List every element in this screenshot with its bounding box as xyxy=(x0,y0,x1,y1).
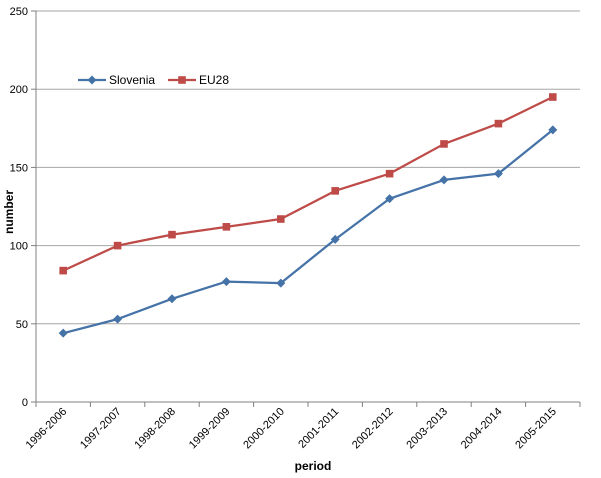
legend-marker-eu28 xyxy=(178,76,186,84)
x-tick-label: 1999-2009 xyxy=(187,406,233,452)
data-point-slovenia xyxy=(493,169,503,179)
legend-label: EU28 xyxy=(199,73,229,87)
series-slovenia xyxy=(58,125,558,338)
legend-item-eu28: EU28 xyxy=(168,73,229,87)
x-axis-title: period xyxy=(295,459,332,473)
series-line-slovenia xyxy=(62,128,554,335)
data-point-slovenia xyxy=(58,328,68,338)
data-point-eu28 xyxy=(168,230,176,239)
data-point-slovenia xyxy=(167,294,177,304)
x-tick-label: 1996-2006 xyxy=(24,406,70,452)
y-axis-title: number xyxy=(2,190,16,234)
data-point-slovenia xyxy=(330,234,340,244)
x-tick-label: 2005-2015 xyxy=(513,406,559,452)
data-point-eu28 xyxy=(59,266,67,275)
series-eu28 xyxy=(59,93,557,275)
x-tick-label: 2001-2011 xyxy=(296,406,341,451)
x-tick-label: 2004-2014 xyxy=(459,406,505,452)
data-point-slovenia xyxy=(548,125,558,135)
legend-item-slovenia: Slovenia xyxy=(78,73,155,87)
y-tick-label: 0 xyxy=(22,397,28,409)
x-tick-label: 1997-2007 xyxy=(78,406,124,452)
y-tick-label: 100 xyxy=(10,241,28,253)
data-point-slovenia xyxy=(439,175,449,185)
legend-label: Slovenia xyxy=(109,73,155,87)
y-tick-label: 200 xyxy=(10,84,28,96)
y-tick-label: 250 xyxy=(10,6,28,18)
data-point-eu28 xyxy=(331,187,339,195)
x-tick-label: 1998-2008 xyxy=(132,406,178,452)
data-point-eu28 xyxy=(385,169,394,178)
data-point-eu28 xyxy=(113,241,122,250)
legend: Slovenia EU28 xyxy=(78,73,229,87)
data-point-slovenia xyxy=(221,277,231,287)
data-point-eu28 xyxy=(494,119,503,128)
axes xyxy=(35,11,580,403)
data-point-eu28 xyxy=(549,93,557,101)
data-point-slovenia xyxy=(385,194,395,204)
data-point-slovenia xyxy=(113,314,123,324)
data-point-eu28 xyxy=(440,140,448,148)
x-tick-label: 2003-2013 xyxy=(404,406,450,452)
x-tick-label: 2000-2010 xyxy=(241,406,287,452)
y-tick-label: 50 xyxy=(16,319,28,331)
series-line-eu28 xyxy=(62,96,554,272)
data-point-eu28 xyxy=(222,223,231,231)
y-axis-ticks: 0 50 100 150 200 250 xyxy=(10,6,36,409)
x-axis-ticks: 1996-2006 1997-2007 1998-2008 1999-2009 2000… xyxy=(24,402,581,452)
legend-marker-slovenia xyxy=(87,75,97,85)
x-tick-label: 2002-2012 xyxy=(350,406,396,452)
gridlines xyxy=(36,10,580,403)
series-group xyxy=(58,93,558,338)
data-point-eu28 xyxy=(277,215,285,223)
y-tick-label: 150 xyxy=(10,162,28,174)
data-point-slovenia xyxy=(276,278,286,288)
